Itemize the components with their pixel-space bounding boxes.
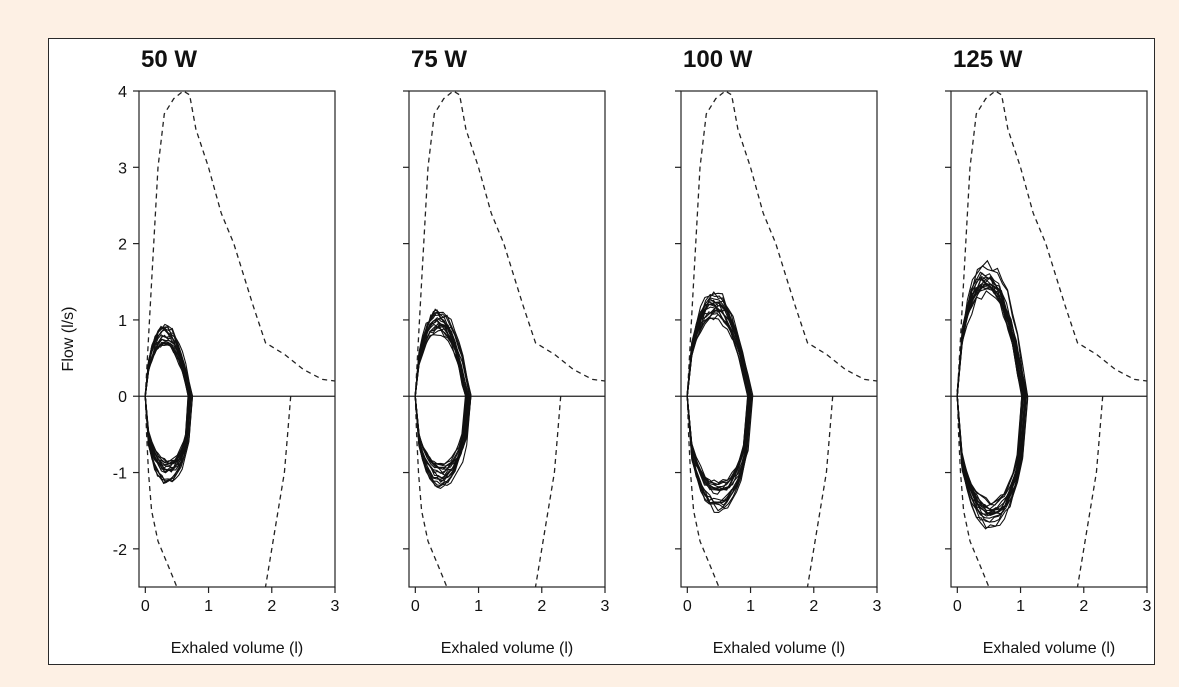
y-tick-label: -1 — [113, 466, 127, 483]
max-flow-envelope-expiratory — [686, 90, 878, 397]
x-axis-label: Exhaled volume (l) — [441, 640, 574, 657]
tidal-loop — [686, 292, 750, 504]
x-tick-label: 1 — [1016, 598, 1025, 615]
y-tick-label: 2 — [118, 237, 127, 254]
subplot-3: 100 W 0 1 2 3 Exhaled volume (l) — [675, 46, 882, 657]
x-tick-label: 2 — [267, 598, 276, 615]
x-tick-label: 2 — [1079, 598, 1088, 615]
max-flow-envelope-inspiratory-right — [1076, 396, 1104, 588]
x-tick-label: 1 — [746, 598, 755, 615]
tidal-loop — [144, 328, 189, 485]
max-flow-envelope-inspiratory-right — [534, 396, 562, 588]
y-axis-label: Flow (l/s) — [60, 307, 77, 372]
x-tick-label: 2 — [809, 598, 818, 615]
x-tick-label: 3 — [873, 598, 882, 615]
max-flow-envelope-expiratory — [144, 90, 336, 397]
x-tick-label: 0 — [411, 598, 420, 615]
x-tick-label: 2 — [537, 598, 546, 615]
y-tick-label: 0 — [118, 389, 127, 406]
max-flow-envelope-inspiratory-left — [144, 396, 178, 588]
tidal-loops — [144, 323, 194, 485]
x-tick-label: 3 — [331, 598, 340, 615]
y-tick-label: 4 — [118, 84, 127, 101]
tidal-loop — [144, 334, 194, 474]
plot-frame — [408, 90, 606, 588]
tidal-loop — [956, 283, 1023, 519]
x-axis-label: Exhaled volume (l) — [983, 640, 1116, 657]
y-tick-label: 3 — [118, 160, 127, 177]
max-flow-envelope-inspiratory-left — [956, 396, 990, 588]
tidal-loop — [414, 313, 470, 472]
tidal-loop — [144, 325, 190, 468]
tidal-loops — [414, 308, 472, 490]
x-tick-label: 1 — [474, 598, 483, 615]
panel-title: 75 W — [411, 46, 467, 73]
max-flow-envelope-inspiratory-left — [414, 396, 448, 588]
panel-title: 50 W — [141, 46, 197, 73]
tidal-loop — [144, 334, 191, 465]
max-flow-envelope-inspiratory-right — [264, 396, 292, 588]
x-tick-label: 3 — [1143, 598, 1152, 615]
tidal-loop — [956, 285, 1023, 523]
panel-title: 125 W — [953, 46, 1023, 73]
subplot-1: 50 W -2 -1 0 1 2 3 4 0 1 2 3 Exhaled volume (l) Flow … — [60, 46, 340, 657]
y-tick-label: 1 — [118, 313, 127, 330]
tidal-loops — [956, 259, 1029, 530]
max-flow-envelope-inspiratory-left — [686, 396, 720, 588]
subplot-2: 75 W 0 1 2 3 Exhaled volume (l) — [403, 46, 610, 657]
x-tick-label: 0 — [953, 598, 962, 615]
max-flow-envelope-expiratory — [414, 90, 606, 397]
tidal-loop — [686, 293, 752, 509]
max-flow-envelope-expiratory — [956, 90, 1148, 397]
x-tick-label: 0 — [141, 598, 150, 615]
plot-frame — [950, 90, 1148, 588]
flow-volume-chart: 50 W -2 -1 0 1 2 3 4 0 1 2 3 Exhaled volume (l) Flow … — [60, 46, 1152, 657]
tidal-loop — [956, 276, 1024, 516]
max-flow-envelope-inspiratory-right — [806, 396, 834, 588]
tidal-loop — [414, 329, 470, 479]
tidal-loop — [686, 297, 752, 491]
plot-frame — [138, 90, 336, 588]
x-tick-label: 1 — [204, 598, 213, 615]
tidal-loop — [956, 272, 1027, 511]
x-tick-label: 0 — [683, 598, 692, 615]
tidal-loop — [686, 300, 751, 484]
x-axis-label: Exhaled volume (l) — [713, 640, 846, 657]
tidal-loop — [414, 326, 471, 469]
panel-title: 100 W — [683, 46, 753, 73]
plot-frame — [680, 90, 878, 588]
figure-panel: 50 W -2 -1 0 1 2 3 4 0 1 2 3 Exhaled volume (l) Flow … — [48, 38, 1155, 665]
y-tick-label: -2 — [113, 542, 127, 559]
x-tick-label: 3 — [601, 598, 610, 615]
x-axis-label: Exhaled volume (l) — [171, 640, 304, 657]
tidal-loops — [686, 291, 754, 514]
subplot-4: 125 W 0 1 2 3 Exhaled volume (l) — [945, 46, 1152, 657]
tidal-loop — [956, 290, 1026, 506]
